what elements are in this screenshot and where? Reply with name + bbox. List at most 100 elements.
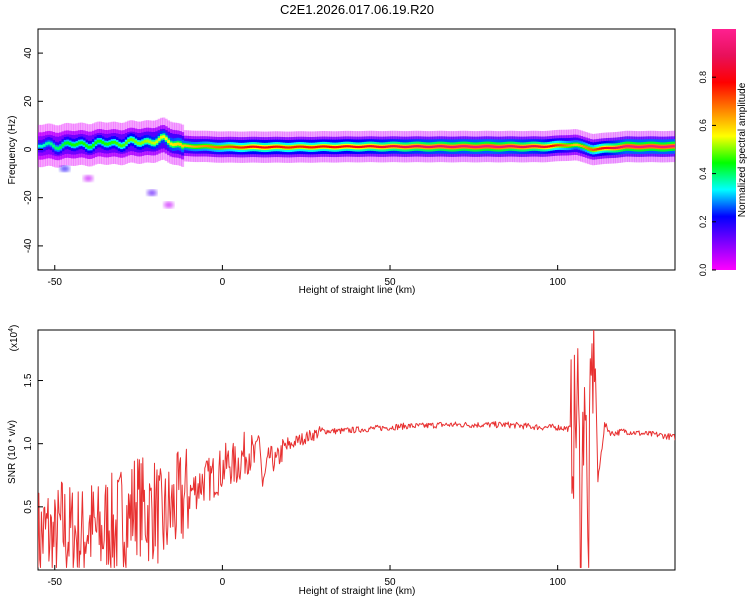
spectrogram-cell (345, 145, 349, 148)
spectrogram-cell (397, 145, 401, 148)
spectrogram-body (38, 117, 675, 208)
spectrogram-cell (612, 146, 616, 150)
spectrogram-cell (279, 145, 283, 149)
spectrogram-cell (392, 145, 396, 148)
spectrogram-cell (307, 146, 311, 149)
spectrogram-spot (83, 175, 94, 182)
spectrogram-cell (300, 145, 304, 148)
spectrogram-cell (235, 146, 239, 149)
spectrogram-band-layer (38, 135, 675, 151)
x-tick-label: 50 (384, 577, 396, 588)
x-tick-label: 100 (549, 277, 566, 288)
spectrogram-cell (225, 145, 229, 148)
x-tick-label: 100 (549, 577, 566, 588)
spectrogram-cell (275, 145, 278, 148)
colorbar-tick-label: 0.4 (698, 167, 708, 180)
spectrogram-cell (561, 144, 565, 147)
spectrogram-cell (122, 143, 126, 147)
spectrogram-cell (634, 145, 638, 148)
spectrogram-cell (152, 141, 156, 145)
spectrogram-x-label: Height of straight line (km) (299, 285, 416, 296)
spectrogram-cell (206, 145, 210, 148)
y-tick-label: 40 (23, 47, 34, 59)
spectrogram-cell (530, 145, 534, 148)
spectrogram-cell (533, 145, 537, 148)
spectrogram-cell (324, 145, 328, 148)
spectrogram-cell (174, 142, 178, 146)
spectrogram-cell (598, 147, 602, 150)
spectrogram-cell (652, 145, 656, 148)
spectrogram-cell (582, 145, 586, 148)
spectrogram-cell (141, 141, 145, 145)
spectrogram-cell (42, 143, 46, 147)
spectrogram-cell (73, 143, 77, 147)
spectrogram-cell (331, 146, 335, 149)
spectrogram-cell (474, 145, 478, 149)
spectrogram-spot (59, 165, 70, 172)
spectrogram-cell (436, 145, 440, 148)
spectrogram-cell (490, 145, 494, 148)
spectrogram-cell (143, 139, 147, 143)
spectrogram-cell (253, 145, 257, 148)
spectrogram-cell (544, 145, 548, 148)
spectrogram-cell (584, 146, 588, 149)
spectrogram-cell (120, 144, 124, 148)
spectrogram-cell (317, 145, 321, 148)
spectrogram-panel: -50 0 50 100 -40 -20 0 20 40 Height of straight… (7, 28, 676, 296)
spectrogram-cell (103, 142, 107, 146)
spectrogram-cell (52, 144, 56, 148)
spectrogram-cell (66, 141, 70, 145)
spectrogram-cell (251, 145, 255, 148)
spectrogram-cell (38, 144, 41, 148)
spectrogram-cell (366, 145, 370, 148)
spectrogram-cell (547, 145, 551, 148)
spectrogram-cell (129, 137, 133, 141)
spectrogram-cell (558, 144, 562, 147)
spectrogram-cell (305, 146, 309, 149)
spectrogram-cell (382, 145, 386, 149)
colorbar: 0.0 0.2 0.4 0.6 0.8 Normalized spectral ampl… (698, 29, 748, 276)
spectrogram-cell (223, 145, 227, 149)
spectrogram-cell (63, 141, 67, 145)
spectrogram-cell (373, 145, 377, 148)
spectrogram-cell (432, 145, 436, 148)
spectrogram-cell (329, 145, 332, 149)
spectrogram-cell (589, 148, 593, 151)
spectrogram-cell (434, 145, 438, 148)
spectrogram-cell (216, 146, 220, 149)
spectrogram-cell (469, 145, 473, 148)
spectrogram-cell (507, 145, 511, 148)
spectrogram-cell (554, 144, 558, 147)
spectrogram-cell (157, 137, 161, 141)
spectrogram-cell (277, 145, 281, 148)
spectrogram-cell (481, 145, 485, 148)
spectrogram-cell (570, 144, 574, 147)
spectrogram-cell (314, 145, 318, 149)
spectrogram-cell (645, 145, 649, 148)
spectrogram-cell (505, 145, 508, 148)
snr-series-line (38, 330, 675, 568)
spectrogram-cell (40, 144, 44, 148)
spectrogram-cell (282, 146, 286, 149)
spectrogram-cell (448, 145, 452, 149)
spectrogram-cell (99, 139, 102, 143)
spectrogram-cell (406, 145, 410, 149)
spectrogram-cell (514, 145, 518, 148)
spectrogram-cell (657, 145, 661, 148)
spectrogram-cell (516, 145, 520, 148)
spectrogram-cell (199, 145, 203, 148)
spectrogram-cell (512, 145, 516, 148)
spectrogram-cell (237, 146, 241, 149)
spectrogram-cell (467, 145, 471, 148)
spectrogram-cell (591, 148, 595, 151)
spectrogram-cell (286, 146, 290, 149)
spectrogram-cell (523, 145, 527, 148)
spectrogram-cell (566, 144, 569, 147)
spectrogram-cell (162, 135, 166, 139)
spectrogram-cell (620, 145, 623, 149)
spectrogram-cell (171, 143, 175, 147)
spectrogram-cell (441, 145, 445, 148)
spectrogram-cell (573, 143, 577, 146)
spectrogram-cell (497, 145, 501, 149)
